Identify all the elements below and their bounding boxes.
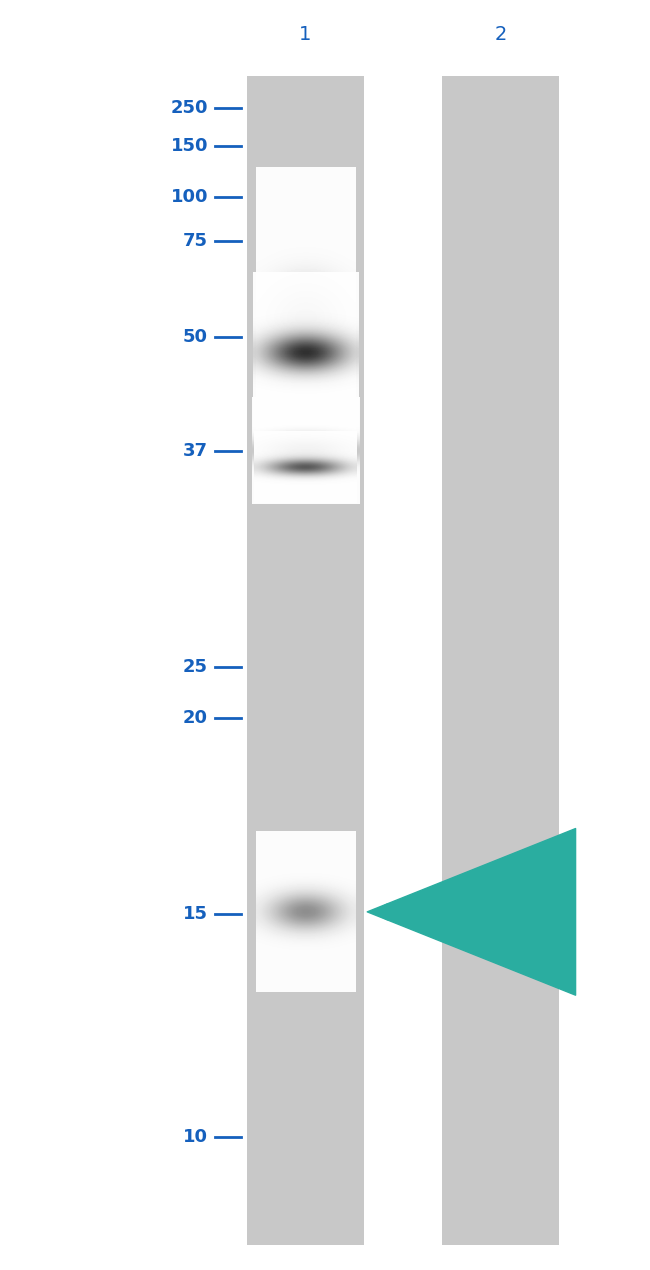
- Text: 2: 2: [494, 25, 507, 44]
- Text: 20: 20: [183, 709, 208, 726]
- Text: 10: 10: [183, 1128, 208, 1146]
- Bar: [247, 76, 364, 1245]
- Text: 50: 50: [183, 328, 208, 345]
- Text: 15: 15: [183, 906, 208, 923]
- Text: 25: 25: [183, 658, 208, 676]
- Text: 100: 100: [170, 188, 208, 206]
- Bar: [442, 76, 559, 1245]
- Text: 1: 1: [299, 25, 312, 44]
- Text: 250: 250: [170, 99, 208, 117]
- Text: 75: 75: [183, 232, 208, 250]
- Text: 37: 37: [183, 442, 208, 460]
- Text: 150: 150: [170, 137, 208, 155]
